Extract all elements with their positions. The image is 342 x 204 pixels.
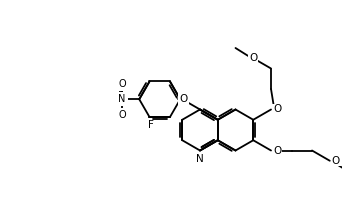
Text: O: O: [332, 156, 340, 166]
Text: N: N: [118, 94, 126, 104]
Text: N: N: [196, 154, 204, 164]
Text: O: O: [118, 79, 126, 89]
Text: O: O: [118, 110, 126, 120]
Text: O: O: [179, 94, 187, 104]
Text: F: F: [147, 120, 154, 130]
Text: O: O: [273, 104, 281, 114]
Text: O: O: [249, 53, 258, 63]
Text: O: O: [273, 145, 281, 155]
